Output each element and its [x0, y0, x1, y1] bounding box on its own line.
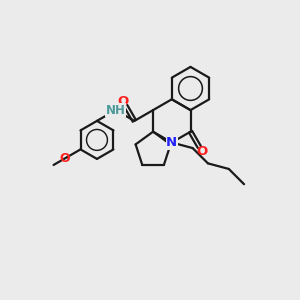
Text: O: O: [59, 152, 70, 165]
Text: NH: NH: [106, 103, 126, 117]
Text: N: N: [166, 136, 177, 149]
Text: O: O: [196, 145, 208, 158]
Text: O: O: [117, 95, 129, 108]
